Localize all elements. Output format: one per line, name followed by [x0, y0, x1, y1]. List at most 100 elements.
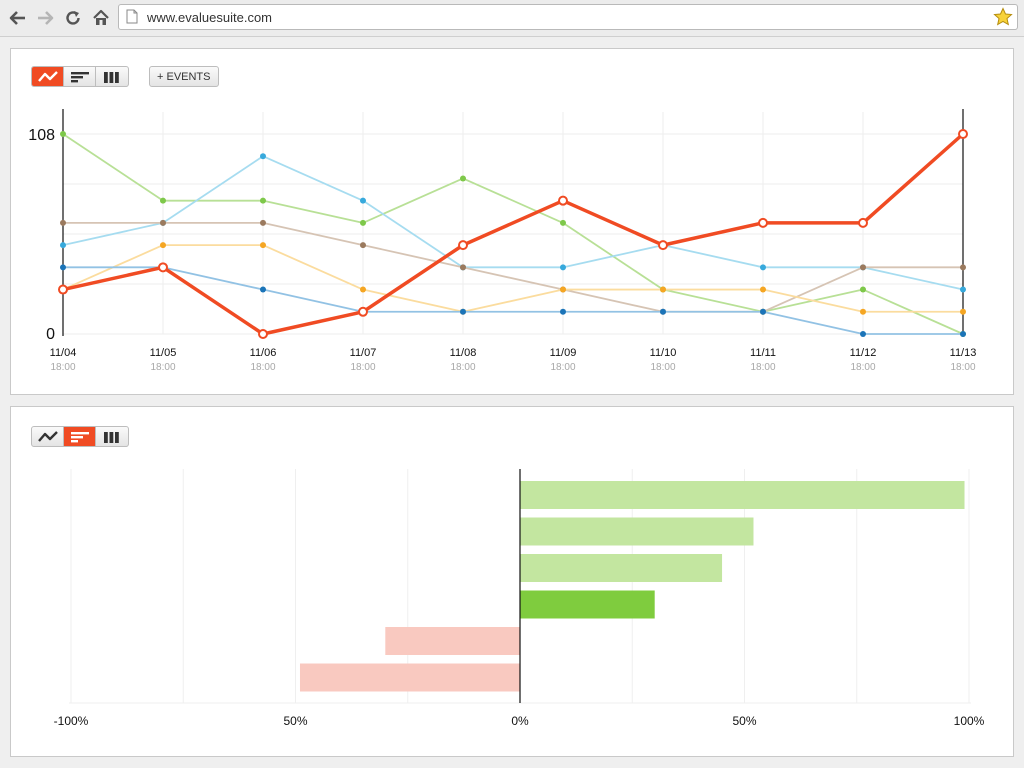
bar-chart: -100% 50% 0% 50% 100% — [54, 469, 985, 728]
line-chart-panel: + EVENTS 108 0 11/04 18:00 11/05 18:00 11/06 18… — [10, 48, 1014, 395]
data-point — [860, 264, 866, 271]
x-tick-label: 11/09 — [550, 347, 577, 359]
forward-arrow-icon[interactable] — [32, 5, 58, 31]
column-view-button[interactable] — [96, 67, 128, 86]
data-point — [660, 308, 666, 315]
data-point — [558, 195, 568, 206]
data-point — [560, 308, 566, 315]
data-point — [58, 284, 68, 295]
y-tick-label: 108 — [28, 127, 55, 144]
data-point — [60, 242, 66, 249]
bar-chart-icon — [70, 431, 89, 442]
x-tick-label: 11/06 — [250, 347, 277, 359]
data-point — [160, 242, 166, 249]
line-chart: 108 0 11/04 18:00 11/05 18:00 11/06 18:00 11/07 1… — [28, 109, 976, 373]
bar-view-button[interactable] — [64, 67, 96, 86]
data-point — [760, 264, 766, 271]
data-point — [360, 242, 366, 249]
series-line — [62, 244, 963, 313]
data-point — [760, 308, 766, 315]
bar — [299, 663, 520, 692]
bar — [520, 481, 965, 509]
x-tick-sublabel: 18:00 — [250, 362, 275, 373]
bar-chart-icon — [70, 71, 89, 82]
data-point — [260, 197, 266, 204]
back-arrow-icon[interactable] — [5, 5, 31, 31]
line-chart-icon — [37, 70, 58, 82]
data-point — [458, 240, 468, 251]
x-tick-label: 11/07 — [350, 347, 377, 359]
data-point — [260, 219, 266, 226]
page-icon — [126, 9, 138, 29]
add-events-button[interactable]: + EVENTS — [149, 66, 219, 87]
data-point — [158, 262, 168, 273]
data-point — [960, 308, 966, 315]
data-point — [260, 286, 266, 293]
data-point — [258, 329, 268, 339]
x-tick-sublabel: 18:00 — [850, 362, 875, 373]
data-point — [160, 219, 166, 226]
data-point — [460, 264, 466, 271]
data-point — [560, 264, 566, 271]
x-tick-label: 11/10 — [650, 347, 677, 359]
x-tick-label: 50% — [283, 714, 307, 728]
line-view-button[interactable] — [32, 67, 64, 86]
column-chart-icon — [104, 431, 119, 443]
data-point — [358, 306, 368, 317]
data-point — [660, 286, 666, 293]
data-point — [560, 219, 566, 226]
data-point — [160, 197, 166, 204]
view-switcher — [31, 426, 129, 447]
home-icon[interactable] — [88, 5, 114, 31]
x-tick-label: 11/08 — [450, 347, 477, 359]
x-tick-sublabel: 18:00 — [550, 362, 575, 373]
data-point — [760, 286, 766, 293]
data-point — [860, 308, 866, 315]
bar — [385, 627, 520, 655]
bar — [520, 590, 655, 619]
x-tick-label: 11/11 — [750, 347, 776, 359]
bar-chart-panel: -100% 50% 0% 50% 100% — [10, 406, 1014, 757]
x-tick-label: -100% — [54, 714, 89, 728]
x-tick-label: 11/04 — [50, 347, 77, 359]
data-point — [858, 217, 868, 228]
x-tick-sublabel: 18:00 — [150, 362, 175, 373]
data-point — [658, 240, 668, 251]
bar — [520, 554, 723, 582]
column-view-button[interactable] — [96, 427, 128, 446]
data-point — [260, 153, 266, 160]
bookmark-star-icon[interactable] — [993, 7, 1013, 32]
browser-toolbar: www.evaluesuite.com — [0, 0, 1024, 37]
data-point — [60, 131, 66, 137]
view-switcher — [31, 66, 129, 87]
data-point — [860, 331, 866, 337]
series-line — [62, 155, 964, 291]
x-tick-sublabel: 18:00 — [950, 362, 975, 373]
bar — [520, 517, 754, 546]
data-point — [958, 129, 968, 139]
data-point — [960, 331, 966, 337]
data-point — [360, 219, 366, 226]
bar-view-button[interactable] — [64, 427, 96, 446]
y-tick-label: 0 — [46, 326, 55, 343]
data-point — [758, 217, 768, 228]
data-point — [360, 286, 366, 293]
x-tick-label: 11/05 — [150, 347, 177, 359]
data-point — [360, 197, 366, 204]
x-tick-sublabel: 18:00 — [350, 362, 375, 373]
series-line — [63, 266, 963, 335]
data-point — [960, 286, 966, 293]
data-point — [560, 286, 566, 293]
data-point — [60, 264, 66, 271]
data-point — [860, 286, 866, 293]
x-tick-sublabel: 18:00 — [650, 362, 675, 373]
url-text: www.evaluesuite.com — [147, 10, 272, 25]
x-tick-sublabel: 18:00 — [750, 362, 775, 373]
line-view-button[interactable] — [32, 427, 64, 446]
address-bar[interactable]: www.evaluesuite.com — [118, 4, 1018, 30]
x-tick-sublabel: 18:00 — [50, 362, 75, 373]
series-line — [62, 132, 965, 336]
reload-icon[interactable] — [60, 5, 86, 31]
data-point — [460, 175, 466, 182]
x-tick-label: 11/12 — [850, 347, 877, 359]
